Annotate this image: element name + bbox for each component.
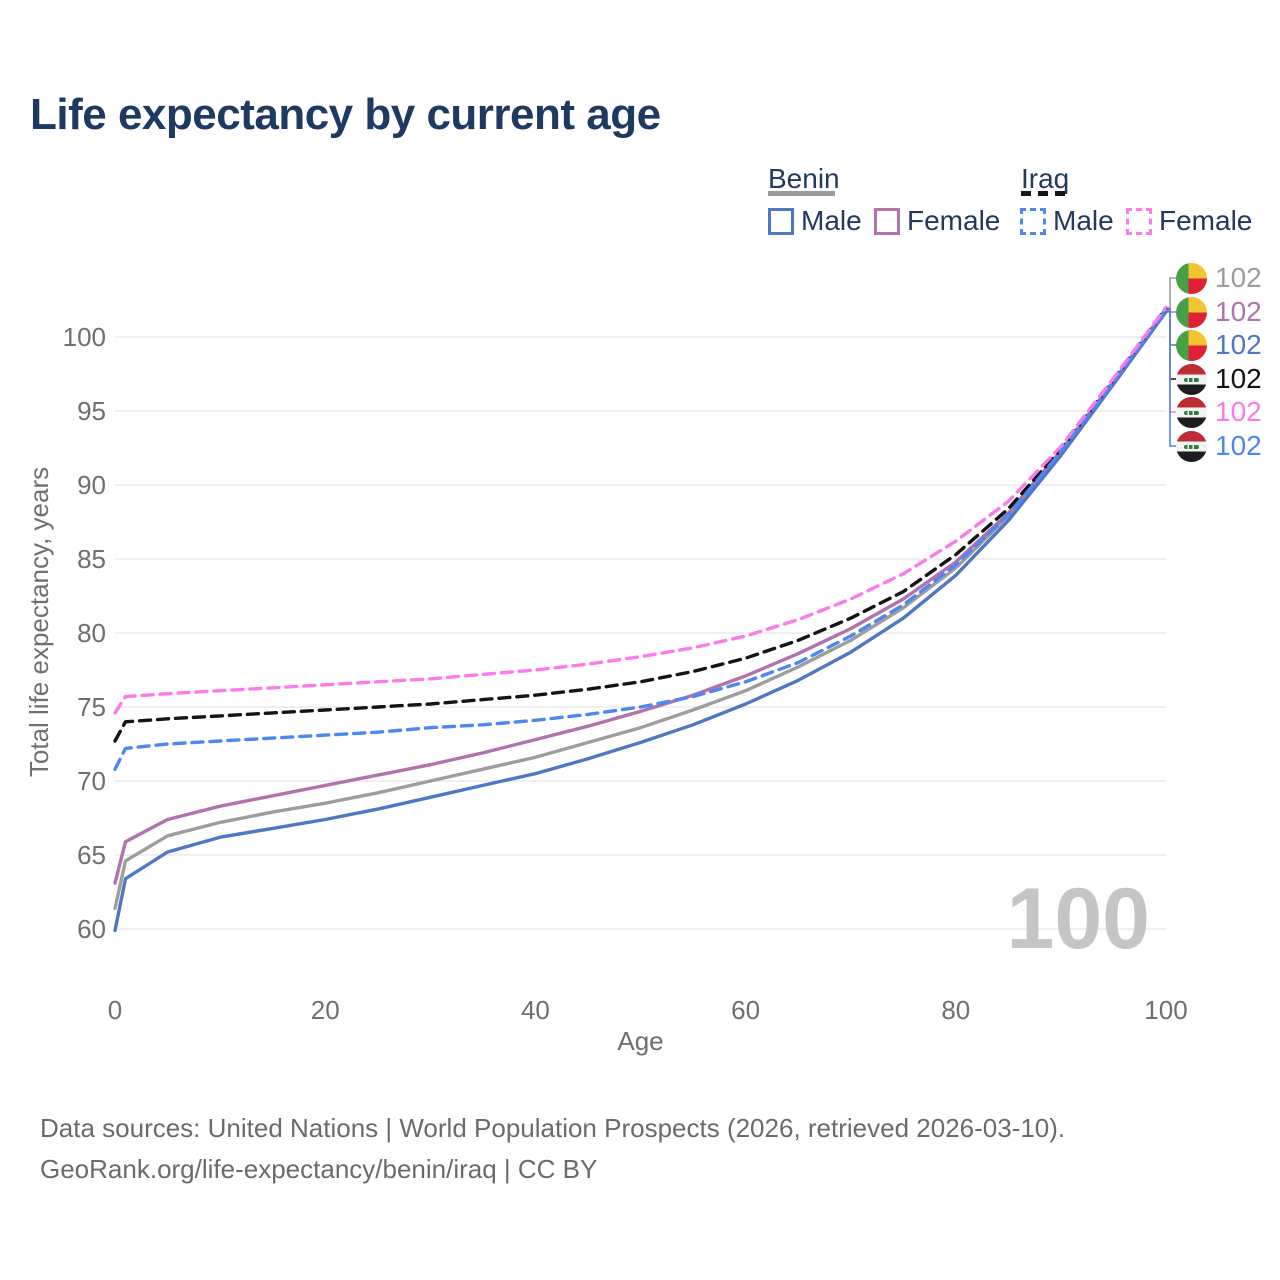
- legend-label: Male: [1053, 205, 1114, 236]
- legend-label: Male: [801, 205, 862, 236]
- end-label-iraq-both: 102: [1176, 363, 1262, 395]
- benin-female-swatch-icon[interactable]: [874, 207, 900, 235]
- end-label-value: 102: [1215, 396, 1262, 427]
- data-sources-footer: Data sources: United Nations | World Pop…: [40, 1108, 1065, 1190]
- series-line-benin-female[interactable]: [113, 307, 1168, 885]
- end-label-connector: [1166, 311, 1176, 346]
- end-label-value: 102: [1215, 329, 1262, 360]
- y-axis-title: Total life expectancy, years: [24, 467, 54, 777]
- page-title: Life expectancy by current age: [30, 90, 661, 139]
- y-tick-label: 90: [77, 470, 106, 500]
- benin-male-swatch-icon[interactable]: [768, 207, 794, 235]
- end-label-value: 102: [1215, 363, 1262, 394]
- series-line-iraq-male[interactable]: [113, 307, 1168, 771]
- end-label-value: 102: [1215, 262, 1262, 293]
- footer-line-1: Data sources: United Nations | World Pop…: [40, 1113, 1066, 1143]
- end-label-benin-male: 102: [1176, 329, 1262, 361]
- y-tick-label: 100: [63, 322, 106, 352]
- legend-iraq-line-swatch: [1021, 191, 1065, 196]
- legend-label: Female: [1159, 205, 1253, 236]
- x-tick-label: 60: [731, 995, 760, 1025]
- y-tick-label: 95: [77, 396, 106, 426]
- legend-item-iraq-male[interactable]: Male: [1020, 205, 1114, 237]
- iraq-female-swatch-icon[interactable]: [1126, 207, 1152, 235]
- footer-line-2: GeoRank.org/life-expectancy/benin/iraq |…: [40, 1154, 598, 1184]
- series-line-benin-male[interactable]: [113, 310, 1168, 933]
- series-line-benin-both[interactable]: [113, 308, 1168, 910]
- y-tick-label: 60: [77, 914, 106, 944]
- end-label-benin-female: 102: [1176, 296, 1262, 328]
- iraq-male-swatch-icon[interactable]: [1020, 207, 1046, 235]
- end-label-value: 102: [1215, 430, 1262, 461]
- benin-flag-icon: [1176, 296, 1207, 328]
- benin-flag-icon: [1176, 262, 1207, 294]
- iraq-flag-icon: [1176, 363, 1207, 395]
- x-tick-label: 100: [1144, 995, 1187, 1025]
- series-line-iraq-both[interactable]: [113, 306, 1168, 743]
- y-tick-label: 80: [77, 618, 106, 648]
- age-counter-watermark: 100: [1007, 871, 1151, 967]
- end-label-benin-both: 102: [1176, 262, 1262, 294]
- end-label-connector: [1166, 307, 1176, 380]
- legend-label: Female: [907, 205, 1001, 236]
- legend-country-benin: Benin: [768, 163, 840, 194]
- end-label-connector: [1166, 277, 1176, 312]
- end-label-connector: [1166, 306, 1176, 413]
- iraq-flag-icon: [1176, 396, 1207, 428]
- x-axis-title: Age: [617, 1026, 663, 1056]
- legend-item-iraq-female[interactable]: Female: [1126, 205, 1252, 237]
- end-label-iraq-female: 102: [1176, 396, 1262, 428]
- x-tick-label: 80: [941, 995, 970, 1025]
- x-tick-label: 0: [108, 995, 122, 1025]
- end-label-value: 102: [1215, 296, 1262, 327]
- legend-benin-line-swatch: [768, 191, 835, 196]
- iraq-flag-icon: [1176, 430, 1207, 462]
- benin-flag-icon: [1176, 329, 1207, 361]
- legend-country-iraq: Iraq: [1021, 163, 1070, 194]
- y-tick-label: 65: [77, 840, 106, 870]
- end-label-connector: [1166, 308, 1176, 447]
- y-tick-label: 75: [77, 692, 106, 722]
- legend-item-benin-male[interactable]: Male: [768, 205, 862, 237]
- series-line-iraq-female[interactable]: [113, 305, 1168, 715]
- x-tick-label: 40: [521, 995, 550, 1025]
- legend-item-benin-female[interactable]: Female: [874, 205, 1000, 237]
- x-tick-label: 20: [311, 995, 340, 1025]
- y-tick-label: 70: [77, 766, 106, 796]
- y-tick-label: 85: [77, 544, 106, 574]
- end-label-iraq-male: 102: [1176, 430, 1262, 462]
